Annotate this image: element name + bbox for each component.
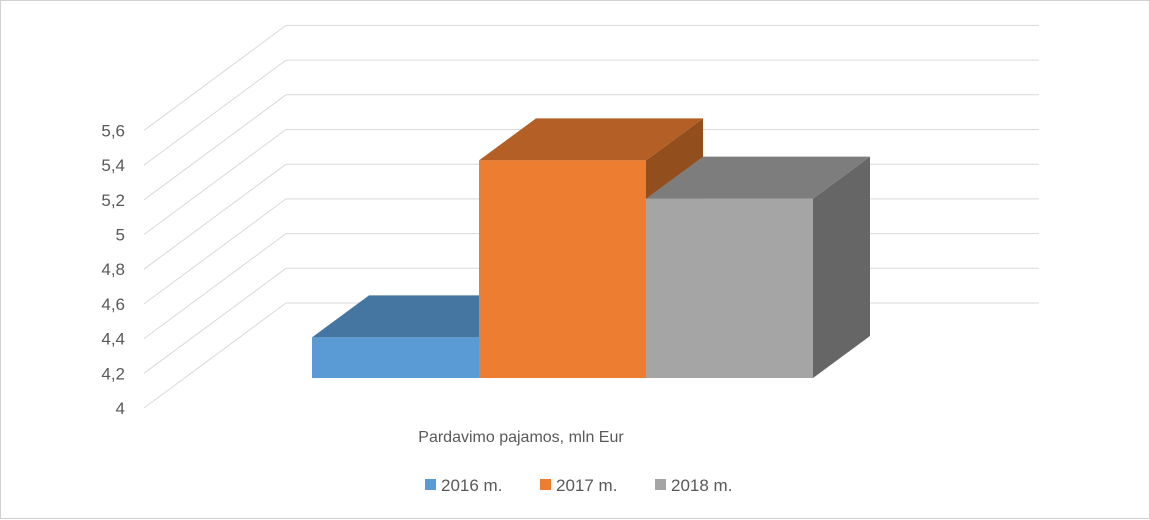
gridline-side — [143, 198, 287, 305]
bar-front-face — [312, 337, 479, 378]
y-axis-ticks: 4 4,2 4,4 4,6 4,8 5 5,2 5,4 5,6 — [101, 121, 125, 418]
gridline-side — [143, 163, 287, 270]
y-tick-label: 5,6 — [101, 121, 125, 140]
y-tick-label: 5,2 — [101, 191, 125, 210]
legend-swatch — [425, 479, 436, 490]
gridline-side — [143, 233, 287, 340]
gridline-side — [143, 129, 287, 235]
legend-label: 2017 m. — [556, 476, 617, 495]
y-tick-label: 4,6 — [101, 295, 125, 314]
y-tick-label: 4,4 — [101, 330, 125, 349]
legend: 2016 m. 2017 m. 2018 m. — [425, 476, 732, 495]
bar-top-face — [479, 118, 703, 161]
bar-2018-m — [646, 156, 870, 378]
y-tick-label: 4 — [116, 399, 125, 418]
gridline-side — [143, 267, 287, 374]
bar-top-face — [646, 156, 870, 199]
bars — [312, 118, 870, 379]
legend-label: 2018 m. — [671, 476, 732, 495]
gridline-side — [143, 302, 287, 409]
legend-item: 2017 m. — [540, 476, 617, 495]
bar-front-face — [479, 160, 646, 378]
legend-item: 2018 m. — [655, 476, 732, 495]
legend-item: 2016 m. — [425, 476, 502, 495]
y-tick-label: 5,4 — [101, 156, 125, 175]
legend-swatch — [655, 479, 666, 490]
y-tick-label: 4,8 — [101, 260, 125, 279]
gridline-side — [143, 24, 287, 131]
gridline-side — [143, 94, 287, 201]
legend-swatch — [540, 479, 551, 490]
bar-front-face — [646, 198, 813, 378]
y-tick-label: 5 — [116, 226, 125, 245]
gridline-side — [143, 59, 287, 166]
y-tick-label: 4,2 — [101, 364, 125, 383]
category-label: Pardavimo pajamos, mln Eur — [418, 429, 624, 446]
bar-side-face — [813, 156, 870, 378]
legend-label: 2016 m. — [441, 476, 502, 495]
